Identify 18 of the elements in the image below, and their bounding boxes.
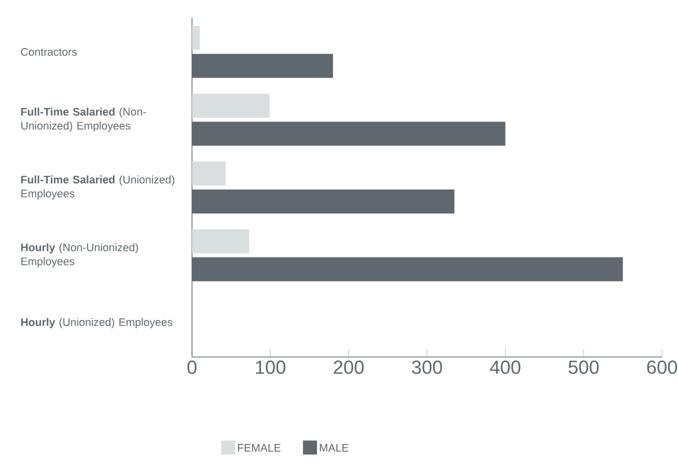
bar [192, 26, 200, 50]
legend-label: FEMALE [238, 444, 281, 452]
x-tick-label: 200 [334, 360, 364, 374]
x-tick-label: 300 [412, 360, 442, 374]
y-tick-label: Contractors [21, 48, 77, 56]
x-tick-label: 100 [256, 360, 286, 374]
x-tick-label: 600 [647, 360, 678, 374]
bar [192, 161, 226, 186]
x-tick-label: 400 [490, 360, 520, 374]
y-tick-label: Hourly (Non-Unionized) Employees [21, 243, 138, 268]
y-tick-label: Hourly (Unionized) Employees [21, 318, 172, 328]
bar [192, 94, 270, 118]
x-tick-label: 500 [568, 360, 599, 374]
x-tick-label: 0 [187, 360, 197, 374]
legend-label: MALE [320, 444, 348, 452]
category-label: Full-Time Salaried (Unionized) Employees [21, 175, 174, 200]
y-tick-label: Full-Time Salaried (Non-Unionized) Employees [21, 108, 146, 132]
bar [192, 229, 250, 254]
